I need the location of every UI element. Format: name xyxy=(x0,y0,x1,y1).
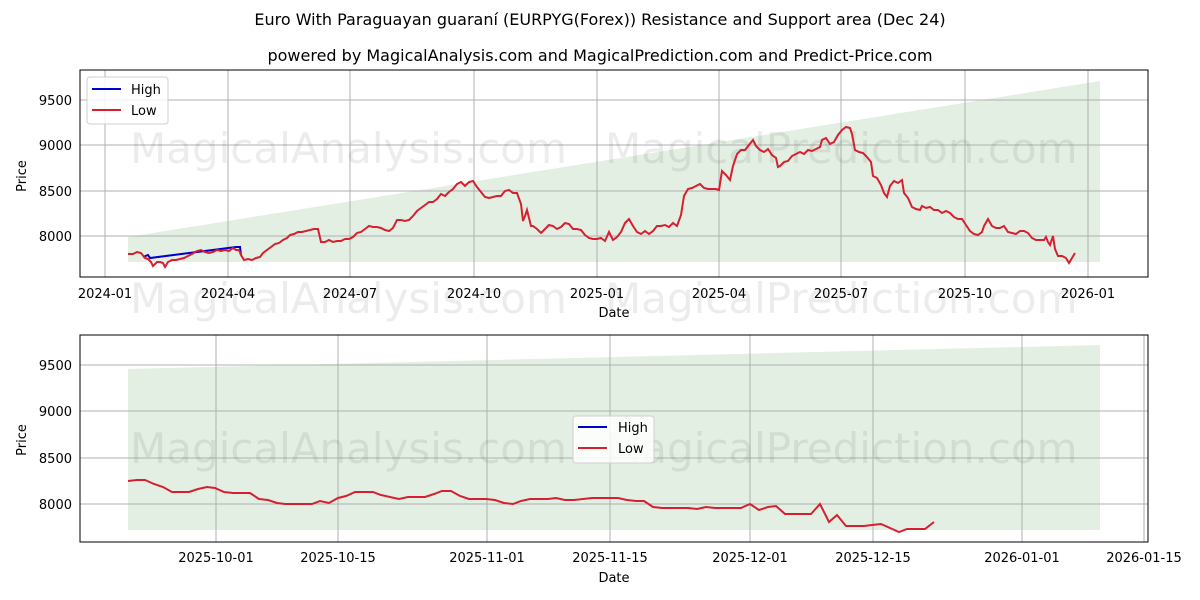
legend-low-label: Low xyxy=(131,104,157,119)
top-xtick: 2024-10 xyxy=(447,287,501,302)
top-xtick: 2026-01 xyxy=(1061,287,1115,302)
bottom-xtick: 2025-11-15 xyxy=(572,551,648,566)
bottom-xtick: 2025-12-01 xyxy=(712,551,788,566)
bottom-ytick: 8000 xyxy=(39,498,72,513)
chart-title: Euro With Paraguayan guaraní (EURPYG(For… xyxy=(254,10,946,29)
top-ytick: 9000 xyxy=(39,139,72,154)
top-ytick: 9500 xyxy=(39,94,72,109)
legend-high-label: High xyxy=(618,421,648,436)
bottom-y-axis-label: Price xyxy=(15,424,30,456)
bottom-xtick: 2025-10-01 xyxy=(178,551,254,566)
chart-subtitle: powered by MagicalAnalysis.com and Magic… xyxy=(267,46,933,65)
top-axes-frame xyxy=(79,69,1149,278)
watermark-analysis-top-2: MagicalAnalysis.com xyxy=(130,274,567,323)
watermark-analysis-bottom: MagicalAnalysis.com xyxy=(130,424,567,473)
bottom-low-line xyxy=(127,479,935,534)
bottom-axes-frame xyxy=(79,334,1149,543)
top-xtick: 2024-07 xyxy=(323,287,377,302)
top-xtick: 2025-10 xyxy=(938,287,992,302)
top-xtick: 2024-01 xyxy=(78,287,132,302)
top-band xyxy=(128,81,1100,262)
top-gridlines xyxy=(80,70,1148,277)
watermark-analysis-top: MagicalAnalysis.com xyxy=(130,124,567,173)
bottom-ytick: 9500 xyxy=(39,359,72,374)
top-xtick: 2025-04 xyxy=(692,287,746,302)
watermark-prediction-top-2: MagicalPrediction.com xyxy=(605,274,1078,323)
bottom-xtick: 2026-01-15 xyxy=(1106,551,1182,566)
top-low-line xyxy=(128,125,1076,270)
bottom-x-ticks: 2025-10-01 2025-10-15 2025-11-01 2025-11… xyxy=(178,551,1182,566)
top-xtick: 2024-04 xyxy=(201,287,255,302)
top-x-ticks: 2024-01 2024-04 2024-07 2024-10 2025-01 … xyxy=(78,287,1115,302)
top-chart: MagicalAnalysis.com MagicalPrediction.co… xyxy=(15,69,1149,323)
top-xtick: 2025-07 xyxy=(814,287,868,302)
bottom-ytick: 9000 xyxy=(39,405,72,420)
top-xtick: 2025-01 xyxy=(570,287,624,302)
bottom-y-ticks: 9500 9000 8500 8000 xyxy=(39,359,72,513)
top-y-ticks: 9500 9000 8500 8000 xyxy=(39,94,72,245)
top-y-axis-label: Price xyxy=(15,160,30,192)
bottom-chart: MagicalAnalysis.com MagicalPrediction.co… xyxy=(15,334,1182,586)
top-ytick: 8000 xyxy=(39,230,72,245)
bottom-xtick: 2026-01-01 xyxy=(984,551,1060,566)
top-legend: High Low xyxy=(86,76,169,125)
bottom-xtick: 2025-12-15 xyxy=(835,551,911,566)
top-ytick: 8500 xyxy=(39,185,72,200)
legend-low-label: Low xyxy=(618,442,644,457)
bottom-xtick: 2025-11-01 xyxy=(449,551,525,566)
bottom-x-axis-label: Date xyxy=(598,571,629,586)
bottom-ytick: 8500 xyxy=(39,452,72,467)
bottom-xtick: 2025-10-15 xyxy=(300,551,376,566)
watermark-prediction-bottom: MagicalPrediction.com xyxy=(605,424,1078,473)
top-x-axis-label: Date xyxy=(598,306,629,321)
bottom-legend: High Low xyxy=(572,415,655,464)
legend-high-label: High xyxy=(131,83,161,98)
